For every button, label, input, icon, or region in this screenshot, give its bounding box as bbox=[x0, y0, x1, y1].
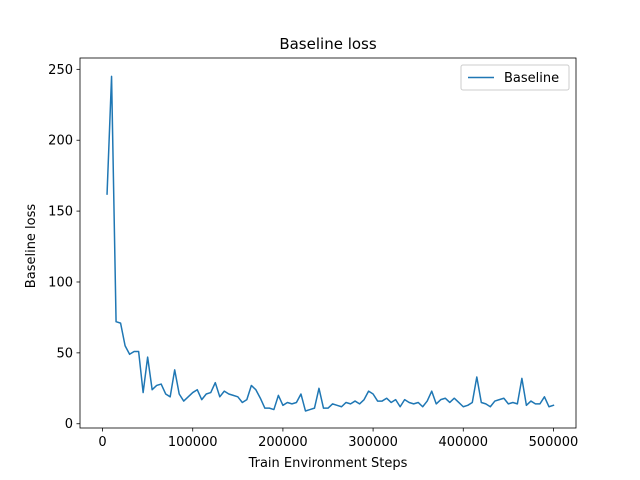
y-tick-label: 250 bbox=[48, 63, 73, 78]
x-tick-label: 500000 bbox=[529, 435, 579, 450]
chart-title: Baseline loss bbox=[279, 35, 377, 53]
x-tick-label: 400000 bbox=[438, 435, 488, 450]
plot-area: 0 100000 200000 300000 400000 500000 0 50 100 150… bbox=[48, 57, 579, 450]
legend-label: Baseline bbox=[504, 71, 559, 86]
x-tick-label: 200000 bbox=[258, 435, 308, 450]
x-tick-label: 100000 bbox=[168, 435, 218, 450]
x-tick-label: 0 bbox=[98, 435, 106, 450]
x-tick-label: 300000 bbox=[348, 435, 398, 450]
y-tick-label: 200 bbox=[48, 134, 73, 149]
y-tick-label: 0 bbox=[65, 417, 73, 432]
series-line-baseline bbox=[106, 75, 555, 412]
x-axis-title: Train Environment Steps bbox=[248, 456, 408, 471]
y-tick-label: 150 bbox=[48, 205, 73, 220]
legend-box bbox=[460, 64, 570, 91]
y-tick-label: 50 bbox=[56, 346, 73, 361]
legend: Baseline bbox=[460, 64, 570, 91]
y-tick-label: 100 bbox=[48, 275, 73, 290]
y-axis-title: Baseline loss bbox=[24, 204, 39, 289]
axes-frame bbox=[79, 57, 577, 429]
